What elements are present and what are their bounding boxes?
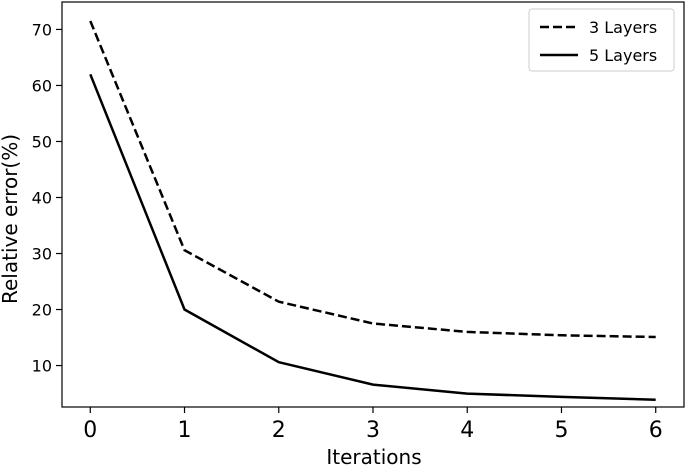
y-tick-label: 50 — [32, 132, 52, 151]
x-tick-label: 1 — [178, 418, 192, 443]
x-tick-label: 3 — [366, 418, 380, 443]
x-tick-label: 5 — [554, 418, 568, 443]
series-line-5-layers — [89, 73, 656, 401]
legend: 3 Layers 5 Layers — [528, 8, 675, 72]
legend-label-5-layers: 5 Layers — [589, 46, 657, 65]
y-tick-label: 60 — [32, 76, 52, 95]
y-axis-label: Relative error(%) — [0, 134, 22, 304]
x-tick-label: 0 — [83, 418, 97, 443]
y-tick-label: 70 — [32, 20, 52, 39]
x-axis-ticks: 0 1 2 3 4 5 6 — [83, 407, 663, 443]
y-tick-label: 40 — [32, 188, 52, 207]
y-axis-ticks: 10 20 30 40 50 60 70 — [32, 20, 62, 376]
series-layer — [89, 20, 656, 401]
x-axis-label: Iterations — [326, 445, 421, 466]
x-tick-label: 6 — [649, 418, 663, 443]
y-tick-label: 30 — [32, 245, 52, 264]
legend-label-3-layers: 3 Layers — [589, 18, 657, 37]
y-tick-label: 10 — [32, 357, 52, 376]
x-tick-label: 2 — [272, 418, 286, 443]
y-tick-label: 20 — [32, 301, 52, 320]
series-line-3-layers — [89, 20, 656, 339]
x-tick-label: 4 — [460, 418, 474, 443]
